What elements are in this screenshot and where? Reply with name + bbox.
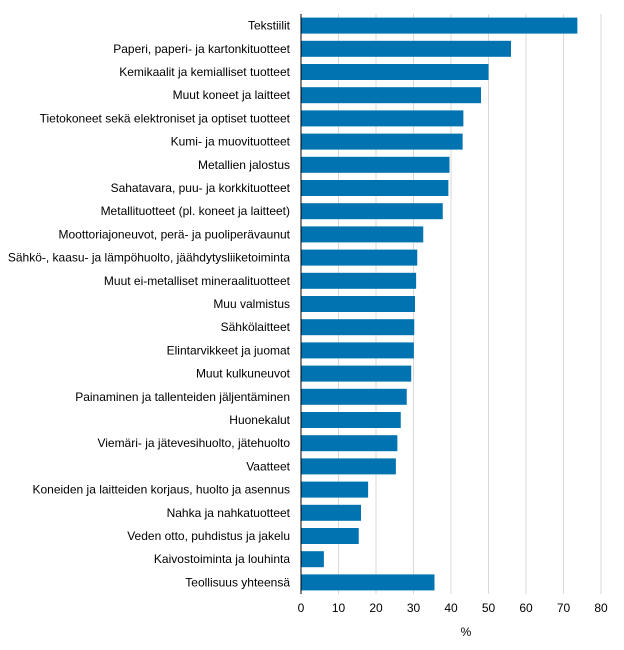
bars [301,17,578,591]
bar [301,226,424,243]
category-label: Metallien jalostus [198,158,290,172]
bar [301,180,449,196]
x-tick-label: 0 [298,601,305,615]
bar [301,412,401,428]
category-label: Veden otto, puhdistus ja jakelu [127,529,290,543]
bar [301,296,415,312]
category-label: Moottoriajoneuvot, perä- ja puoliperävau… [59,227,291,241]
bar [301,272,417,289]
x-tick-label: 80 [594,601,608,615]
bar [301,435,398,452]
bar [301,481,369,498]
x-tick-label: 70 [557,601,571,615]
bar [301,319,415,336]
category-label: Muut kulkuneuvot [196,367,291,381]
category-label: Tietokoneet sekä elektroniset ja optiset… [40,111,291,125]
bar [301,87,481,104]
bar [301,528,359,544]
bar [301,203,443,220]
bar [301,249,418,266]
x-tick-labels: 0 10 20 30 40 50 60 70 80 [298,601,608,615]
bar [301,156,450,173]
category-label: Elintarvikkeet ja juomat [167,343,291,357]
bar [301,17,578,34]
x-tick-label: 10 [332,601,346,615]
bar [301,40,511,57]
category-label: Kemikaalit ja kemialliset tuotteet [119,65,290,79]
bar [301,64,489,80]
x-tick-label: 60 [519,601,533,615]
x-tick-label: 40 [444,601,458,615]
x-axis-title: % [461,625,472,639]
category-label: Tekstiilit [248,19,291,33]
bar [301,365,412,382]
x-tick-label: 30 [407,601,421,615]
category-label: Painaminen ja tallenteiden jäljentäminen [75,390,290,404]
category-label: Muut ei-metalliset mineraalituotteet [104,274,291,288]
category-label: Sähkölaitteet [221,320,291,334]
category-label: Sähkö-, kaasu- ja lämpöhuolto, jäähdytys… [8,251,290,265]
category-label: Sahatavara, puu- ja korkkituotteet [111,181,291,195]
category-label: Kaivostoiminta ja louhinta [154,552,290,566]
bar [301,388,407,405]
bar [301,551,324,568]
bar [301,110,464,127]
bar [301,133,463,150]
category-label: Viemäri- ja jätevesihuolto, jätehuolto [97,436,290,450]
category-label: Huonekalut [229,413,290,427]
category-labels: Tekstiilit Paperi, paperi- ja kartonkituo… [8,19,291,590]
x-tick-label: 50 [482,601,496,615]
x-tick-label: 20 [369,601,383,615]
category-label: Kumi- ja muovituotteet [171,135,291,149]
category-label: Koneiden ja laitteiden korjaus, huolto j… [32,483,290,497]
category-label: Muut koneet ja laitteet [173,88,291,102]
bar [301,458,396,475]
bar [301,342,414,359]
bar [301,504,361,521]
bar [301,574,435,591]
category-label: Vaatteet [246,459,290,473]
category-label: Muu valmistus [213,297,290,311]
category-label: Paperi, paperi- ja kartonkituotteet [113,42,290,56]
category-label: Teollisuus yhteensä [185,575,290,589]
category-label: Nahka ja nahkatuotteet [167,506,291,520]
category-label: Metallituotteet (pl. koneet ja laitteet) [101,204,290,218]
